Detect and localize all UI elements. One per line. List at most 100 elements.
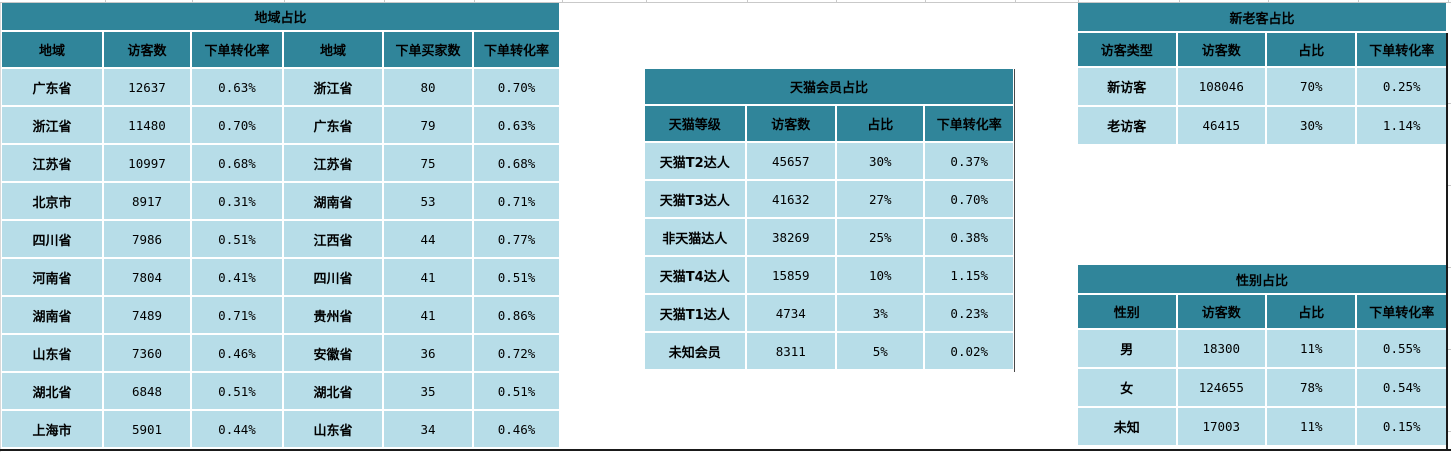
cell[interactable]: 30%: [1267, 107, 1356, 144]
cell[interactable]: 0.25%: [1357, 68, 1446, 105]
cell[interactable]: 53: [384, 183, 472, 219]
cell[interactable]: 0.63%: [474, 107, 560, 143]
cell[interactable]: 山东省: [284, 411, 382, 447]
cell[interactable]: 北京市: [2, 183, 102, 219]
cell[interactable]: 108046: [1177, 68, 1265, 105]
cell[interactable]: 8917: [104, 183, 190, 219]
cell[interactable]: 1.15%: [925, 257, 1013, 293]
cell[interactable]: 46415: [1177, 107, 1265, 144]
cell[interactable]: 0.51%: [474, 373, 560, 409]
column-header[interactable]: 占比: [1267, 33, 1356, 66]
cell[interactable]: 天猫T2达人: [645, 143, 745, 179]
cell[interactable]: 贵州省: [284, 297, 382, 333]
cell[interactable]: 女: [1078, 369, 1176, 406]
cell[interactable]: 1.14%: [1357, 107, 1446, 144]
cell[interactable]: 老访客: [1078, 107, 1176, 144]
cell[interactable]: 广东省: [2, 69, 102, 105]
cell[interactable]: 0.41%: [192, 259, 282, 295]
cell[interactable]: 41: [384, 297, 472, 333]
cell[interactable]: 上海市: [2, 411, 102, 447]
cell[interactable]: 0.70%: [474, 69, 560, 105]
cell[interactable]: 四川省: [2, 221, 102, 257]
cell[interactable]: 17003: [1177, 408, 1265, 445]
cell[interactable]: 未知: [1078, 408, 1176, 445]
cell[interactable]: 天猫T4达人: [645, 257, 745, 293]
cell[interactable]: 80: [384, 69, 472, 105]
column-header[interactable]: 下单转化率: [925, 106, 1013, 141]
column-header[interactable]: 地域: [284, 32, 382, 67]
cell[interactable]: 70%: [1267, 68, 1356, 105]
cell[interactable]: 0.68%: [474, 145, 560, 181]
cell[interactable]: 江西省: [284, 221, 382, 257]
cell[interactable]: 15859: [746, 257, 836, 293]
cell[interactable]: 男: [1078, 330, 1176, 367]
column-header[interactable]: 下单转化率: [192, 32, 282, 67]
column-header[interactable]: 下单转化率: [1357, 295, 1446, 328]
cell[interactable]: 0.68%: [192, 145, 282, 181]
cell[interactable]: 75: [384, 145, 472, 181]
cell[interactable]: 35: [384, 373, 472, 409]
cell[interactable]: 78%: [1267, 369, 1356, 406]
cell[interactable]: 0.37%: [925, 143, 1013, 179]
cell[interactable]: 0.51%: [192, 373, 282, 409]
cell[interactable]: 5%: [837, 333, 924, 369]
cell[interactable]: 0.38%: [925, 219, 1013, 255]
cell[interactable]: 广东省: [284, 107, 382, 143]
cell[interactable]: 0.15%: [1357, 408, 1446, 445]
cell[interactable]: 新访客: [1078, 68, 1176, 105]
cell[interactable]: 10%: [837, 257, 924, 293]
cell[interactable]: 4734: [746, 295, 836, 331]
cell[interactable]: 44: [384, 221, 472, 257]
cell[interactable]: 7360: [104, 335, 190, 371]
column-header[interactable]: 地域: [2, 32, 102, 67]
cell[interactable]: 6848: [104, 373, 190, 409]
cell[interactable]: 湖南省: [284, 183, 382, 219]
cell[interactable]: 79: [384, 107, 472, 143]
cell[interactable]: 0.71%: [192, 297, 282, 333]
column-header[interactable]: 访客数: [104, 32, 190, 67]
cell[interactable]: 11480: [104, 107, 190, 143]
cell[interactable]: 7986: [104, 221, 190, 257]
column-header[interactable]: 占比: [1267, 295, 1356, 328]
cell[interactable]: 湖北省: [2, 373, 102, 409]
cell[interactable]: 非天猫达人: [645, 219, 745, 255]
column-header[interactable]: 天猫等级: [645, 106, 745, 141]
cell[interactable]: 四川省: [284, 259, 382, 295]
cell[interactable]: 0.63%: [192, 69, 282, 105]
table-title[interactable]: 地域占比: [2, 3, 560, 30]
cell[interactable]: 河南省: [2, 259, 102, 295]
column-header[interactable]: 访客数: [1177, 295, 1265, 328]
cell[interactable]: 江苏省: [284, 145, 382, 181]
cell[interactable]: 124655: [1177, 369, 1265, 406]
cell[interactable]: 0.31%: [192, 183, 282, 219]
cell[interactable]: 11%: [1267, 330, 1356, 367]
cell[interactable]: 8311: [746, 333, 836, 369]
cell[interactable]: 0.54%: [1357, 369, 1446, 406]
cell[interactable]: 41632: [746, 181, 836, 217]
cell[interactable]: 浙江省: [284, 69, 382, 105]
cell[interactable]: 0.46%: [474, 411, 560, 447]
cell[interactable]: 浙江省: [2, 107, 102, 143]
cell[interactable]: 38269: [746, 219, 836, 255]
cell[interactable]: 0.51%: [474, 259, 560, 295]
cell[interactable]: 天猫T3达人: [645, 181, 745, 217]
cell[interactable]: 山东省: [2, 335, 102, 371]
cell[interactable]: 0.70%: [192, 107, 282, 143]
cell[interactable]: 30%: [837, 143, 924, 179]
column-header[interactable]: 下单转化率: [474, 32, 560, 67]
cell[interactable]: 0.86%: [474, 297, 560, 333]
cell[interactable]: 未知会员: [645, 333, 745, 369]
column-header[interactable]: 访客数: [1177, 33, 1265, 66]
cell[interactable]: 10997: [104, 145, 190, 181]
cell[interactable]: 0.70%: [925, 181, 1013, 217]
cell[interactable]: 湖北省: [284, 373, 382, 409]
column-header[interactable]: 性别: [1078, 295, 1176, 328]
cell[interactable]: 0.72%: [474, 335, 560, 371]
table-title[interactable]: 性别占比: [1078, 265, 1446, 293]
cell[interactable]: 0.46%: [192, 335, 282, 371]
cell[interactable]: 18300: [1177, 330, 1265, 367]
cell[interactable]: 7804: [104, 259, 190, 295]
cell[interactable]: 安徽省: [284, 335, 382, 371]
column-header[interactable]: 下单买家数: [384, 32, 472, 67]
column-header[interactable]: 访客类型: [1078, 33, 1176, 66]
